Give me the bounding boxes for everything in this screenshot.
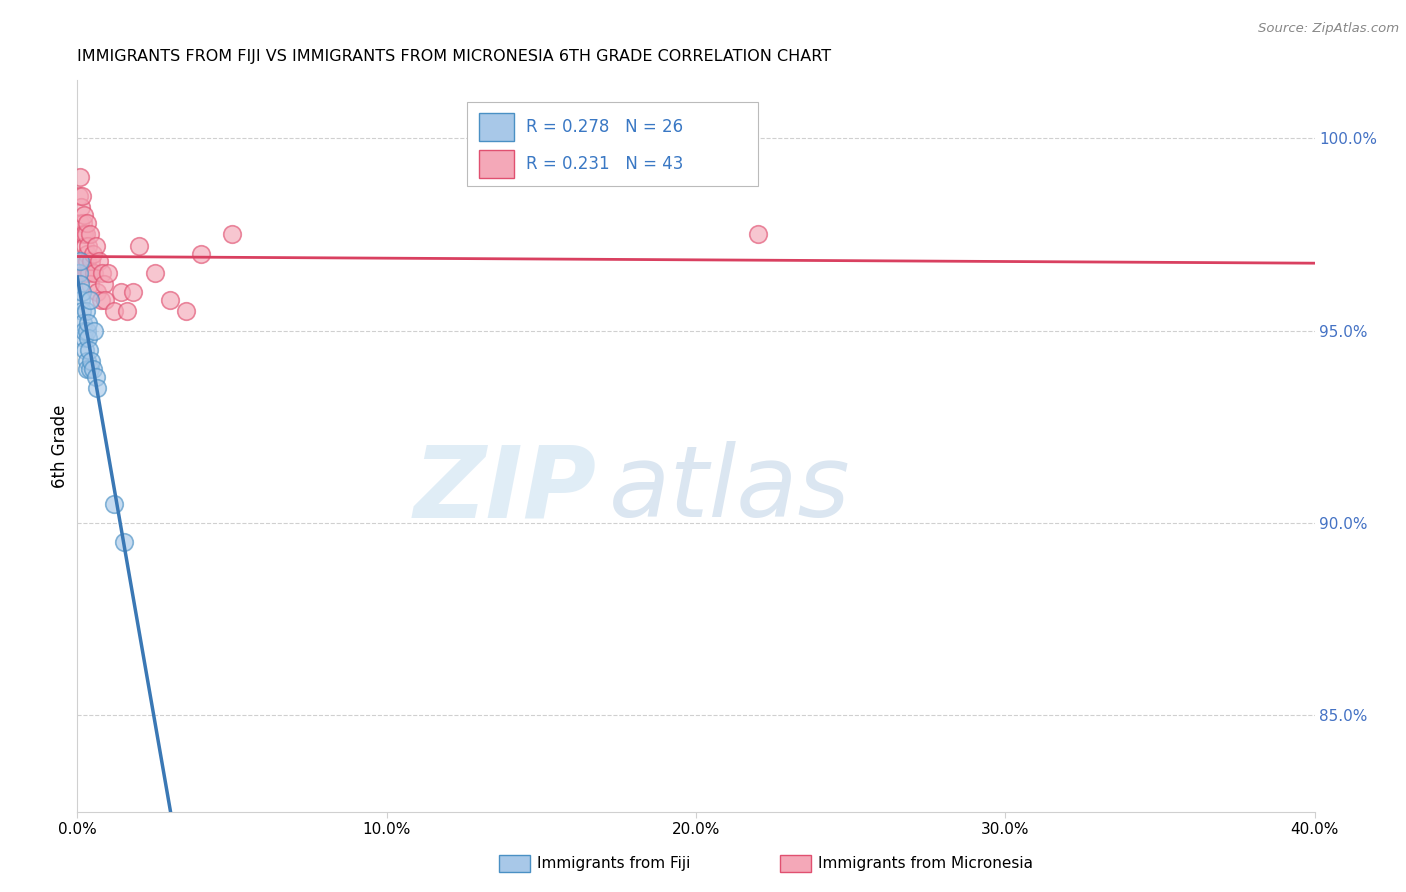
Point [122,285,145,299]
Point [76,216,98,230]
Point [70,200,93,214]
Point [72,208,94,222]
Point [112,535,135,549]
Point [77,239,100,253]
Point [67,188,90,202]
Point [69,216,91,230]
Point [83,266,105,280]
Point [76,324,98,338]
FancyBboxPatch shape [467,103,758,186]
Point [70,285,93,299]
Point [221,227,243,242]
Point [97,266,120,280]
Text: R = 0.278   N = 26: R = 0.278 N = 26 [526,118,683,136]
Point [69,169,91,184]
Point [80,354,103,368]
Point [69,254,91,268]
Point [77,331,100,345]
Point [72,216,94,230]
Point [70,227,93,242]
Text: ZIP: ZIP [413,442,598,539]
Point [128,239,150,253]
Point [82,246,104,260]
Point [76,254,98,268]
Y-axis label: 6th Grade: 6th Grade [51,404,69,488]
Text: R = 0.231   N = 43: R = 0.231 N = 43 [526,154,683,173]
Point [75,266,96,280]
Point [91,266,114,280]
Point [82,362,104,376]
Point [143,266,166,280]
Point [76,246,98,260]
Point [79,277,101,292]
FancyBboxPatch shape [479,113,515,141]
Point [75,227,97,242]
Point [93,277,115,292]
Point [69,277,91,292]
Point [80,254,103,268]
Point [76,266,98,280]
Point [67,266,90,280]
Point [72,331,94,345]
Point [77,343,100,357]
Point [87,254,110,268]
Point [94,293,117,307]
Point [174,304,197,318]
Point [79,227,101,242]
Point [73,254,96,268]
Point [75,343,96,357]
Point [110,285,132,299]
Point [86,381,108,395]
Text: Immigrants from Micronesia: Immigrants from Micronesia [818,856,1033,871]
Point [747,227,769,242]
Point [76,354,98,368]
Point [84,369,107,384]
Point [84,239,107,253]
Point [86,285,108,299]
Point [79,362,101,376]
Point [115,304,138,318]
Point [190,246,212,260]
Point [75,239,96,253]
Point [79,293,101,307]
FancyBboxPatch shape [479,150,515,178]
Point [77,316,100,330]
Point [70,293,93,307]
Point [76,362,98,376]
Point [103,497,125,511]
Point [70,304,93,318]
Text: Source: ZipAtlas.com: Source: ZipAtlas.com [1258,22,1399,36]
Point [75,304,97,318]
Point [159,293,181,307]
Point [77,266,100,280]
Point [103,304,125,318]
Point [73,324,96,338]
Point [83,324,105,338]
Text: Immigrants from Fiji: Immigrants from Fiji [537,856,690,871]
Point [72,316,94,330]
Text: IMMIGRANTS FROM FIJI VS IMMIGRANTS FROM MICRONESIA 6TH GRADE CORRELATION CHART: IMMIGRANTS FROM FIJI VS IMMIGRANTS FROM … [77,49,831,64]
Point [90,293,112,307]
Text: atlas: atlas [609,442,851,539]
Point [73,227,96,242]
Point [70,188,93,202]
